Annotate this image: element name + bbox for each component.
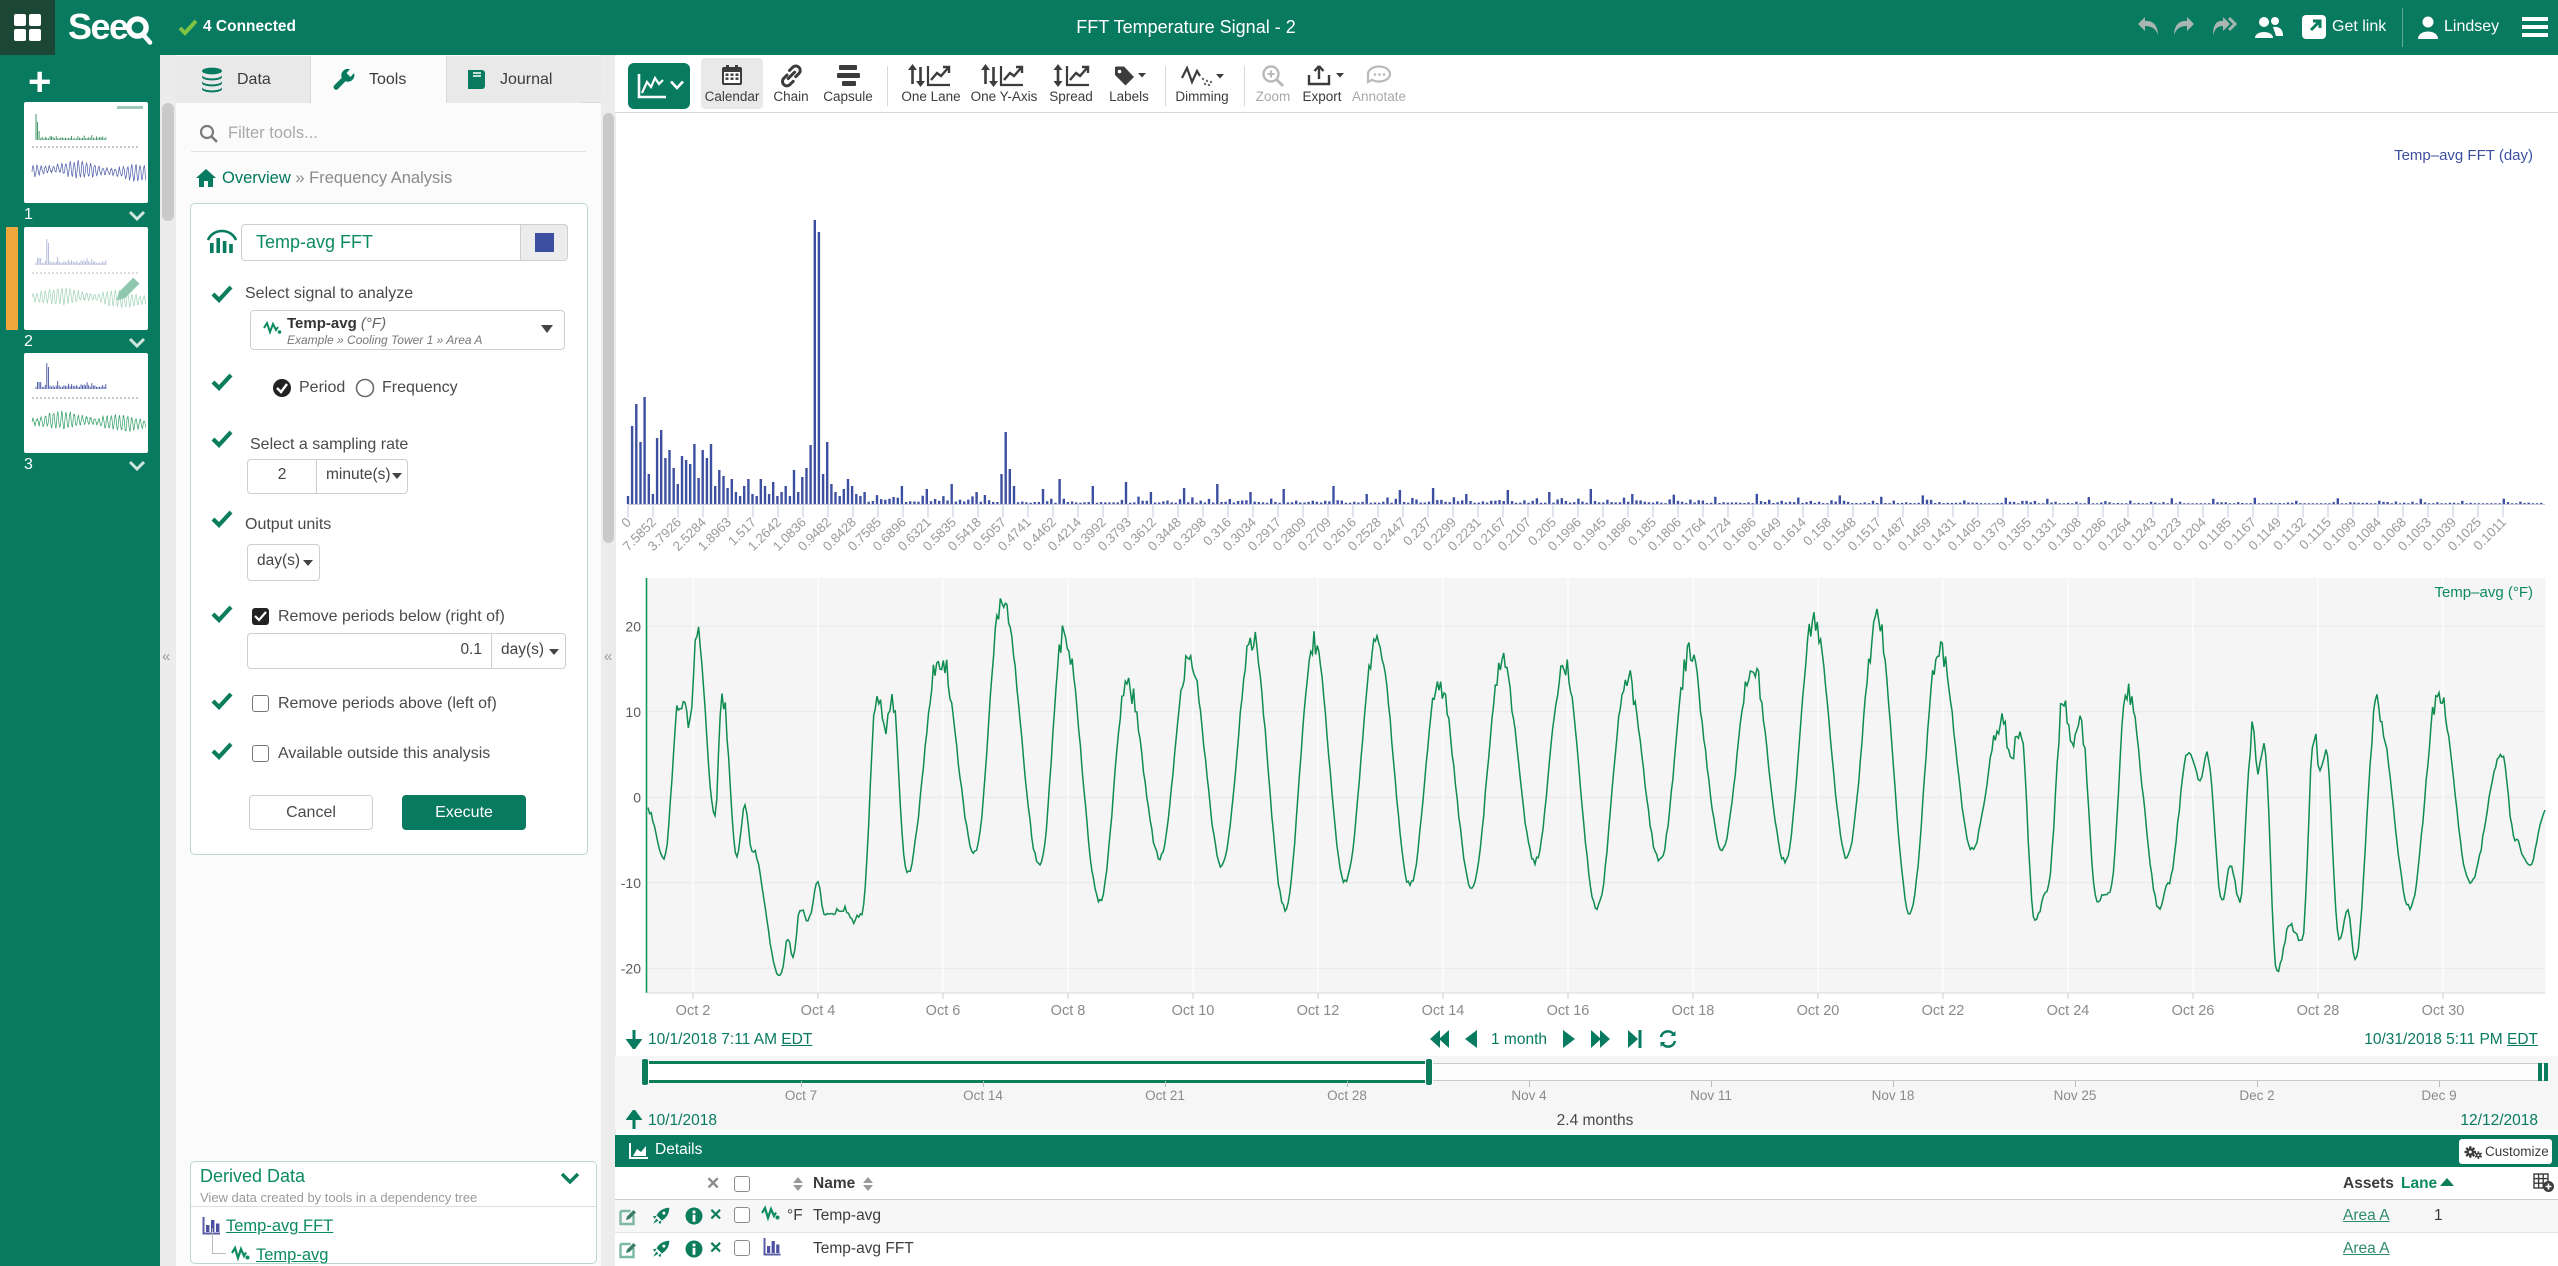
- svg-text:-20: -20: [621, 960, 641, 976]
- svg-text:Oct 14: Oct 14: [1422, 1003, 1465, 1019]
- svg-text:Oct 4: Oct 4: [801, 1003, 836, 1019]
- svg-text:Oct 10: Oct 10: [1172, 1003, 1215, 1019]
- svg-text:Oct 2: Oct 2: [676, 1003, 711, 1019]
- svg-text:Oct 22: Oct 22: [1922, 1003, 1965, 1019]
- svg-text:Oct 6: Oct 6: [926, 1003, 961, 1019]
- svg-text:Oct 24: Oct 24: [2047, 1003, 2090, 1019]
- svg-text:20: 20: [625, 618, 641, 634]
- svg-text:0: 0: [633, 789, 641, 805]
- svg-text:0: 0: [618, 515, 634, 531]
- svg-text:Oct 28: Oct 28: [2297, 1003, 2340, 1019]
- svg-text:Oct 12: Oct 12: [1297, 1003, 1340, 1019]
- svg-text:10: 10: [625, 704, 641, 720]
- svg-text:Oct 8: Oct 8: [1051, 1003, 1086, 1019]
- svg-text:Oct 30: Oct 30: [2422, 1003, 2465, 1019]
- svg-text:Oct 26: Oct 26: [2172, 1003, 2215, 1019]
- svg-text:Temp–avg FFT (day): Temp–avg FFT (day): [2394, 147, 2533, 164]
- svg-text:Temp–avg (°F): Temp–avg (°F): [2434, 584, 2533, 601]
- svg-text:Oct 18: Oct 18: [1672, 1003, 1715, 1019]
- svg-text:-10: -10: [621, 875, 641, 891]
- svg-text:Oct 20: Oct 20: [1797, 1003, 1840, 1019]
- svg-text:Oct 16: Oct 16: [1547, 1003, 1590, 1019]
